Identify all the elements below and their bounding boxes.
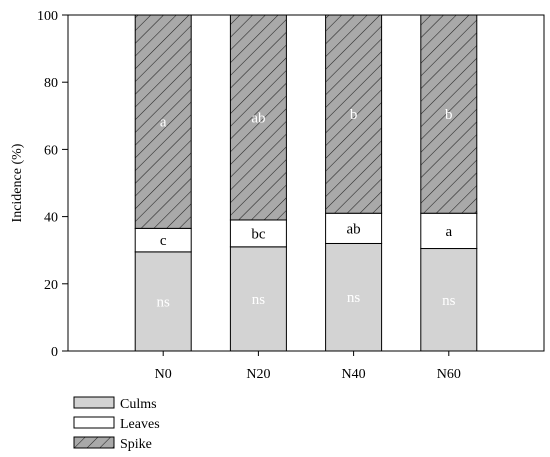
significance-label: bc: [251, 226, 266, 242]
significance-label: ns: [442, 293, 456, 309]
legend-swatch-leaves: [73, 416, 115, 429]
significance-label: b: [445, 107, 453, 123]
significance-label: c: [160, 233, 167, 249]
legend-swatch-culms: [73, 396, 115, 409]
x-tick-label: N20: [246, 367, 270, 382]
significance-label: ab: [251, 110, 265, 126]
significance-label: a: [445, 224, 452, 240]
x-tick-label: N60: [437, 367, 461, 382]
legend: Culms Leaves Spike: [73, 396, 160, 452]
plot-frame: [67, 14, 545, 352]
y-tick-label: 40: [44, 211, 58, 226]
significance-label: ns: [347, 290, 361, 306]
y-axis-label: Incidence (%): [10, 143, 25, 222]
y-tick-label: 60: [44, 143, 58, 158]
legend-swatch-spike: [73, 436, 115, 449]
bar-spike-n40: [325, 14, 383, 214]
x-tick-label: N0: [155, 367, 172, 382]
y-tick-label: 0: [51, 345, 58, 360]
bar-culms-n20: [229, 246, 287, 352]
y-tick-label: 20: [44, 278, 58, 293]
significance-label: ns: [157, 294, 171, 310]
significance-label: b: [350, 107, 358, 123]
bar-culms-n0: [134, 251, 192, 352]
significance-label: ns: [252, 292, 266, 308]
legend-label-leaves: Leaves: [120, 417, 160, 432]
legend-label-culms: Culms: [120, 397, 157, 412]
y-tick-label: 80: [44, 76, 58, 91]
significance-label: a: [160, 115, 167, 131]
bar-leaves-n20: [229, 219, 287, 248]
plot-area: nscaN0nsbcabN20nsabbN40nsabN600204060801…: [10, 9, 545, 382]
legend-label-spike: Spike: [120, 437, 152, 452]
y-tick-label: 100: [37, 9, 58, 24]
bar-spike-n60: [420, 14, 478, 214]
bar-spike-n20: [229, 14, 287, 221]
x-tick-label: N40: [342, 367, 366, 382]
significance-label: ab: [347, 221, 361, 237]
bar-leaves-n60: [420, 212, 478, 250]
